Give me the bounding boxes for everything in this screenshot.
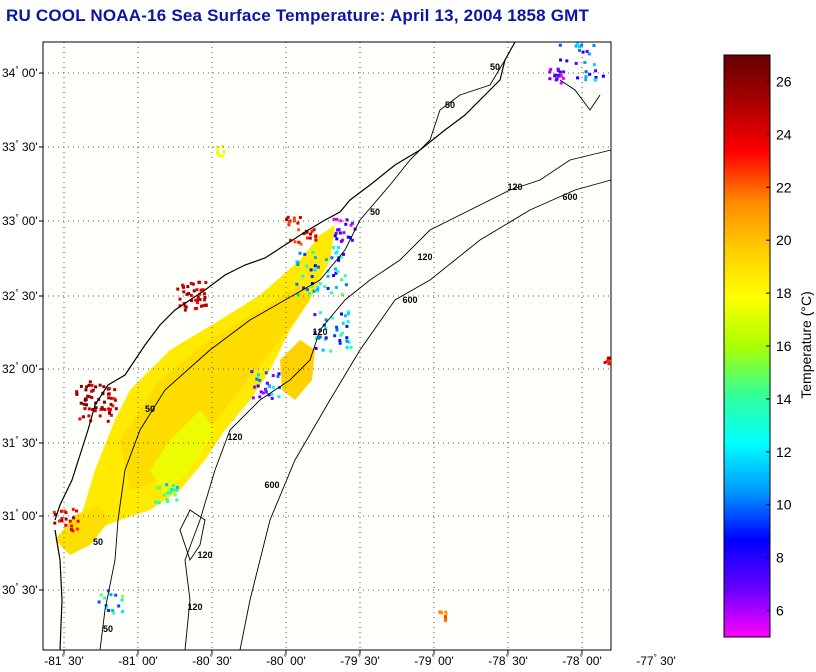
contour-label: 50 — [93, 537, 103, 547]
colorbar-tick-label: 24 — [776, 126, 792, 142]
colorbar-tick-label: 14 — [776, 391, 792, 407]
contour-50m-north — [559, 79, 601, 111]
map-frame — [42, 41, 612, 651]
contour-600m — [239, 179, 612, 651]
map-background — [43, 42, 611, 650]
colorbar-tick-label: 16 — [776, 338, 792, 354]
contour-label: 120 — [507, 182, 522, 192]
colorbar-tick-label: 20 — [776, 232, 792, 248]
coastline — [54, 41, 516, 651]
colorbar-gradient — [723, 54, 771, 638]
sst-patch-south — [55, 505, 110, 555]
colorbar-tick-label: 26 — [776, 73, 792, 89]
sst-estuary-warm — [75, 380, 118, 423]
sst-cool-pixels — [556, 42, 605, 82]
contour-label: 50 — [490, 62, 500, 72]
sst-swath-green — [150, 410, 215, 495]
sst-swath-inner — [120, 285, 310, 490]
colorbar-tick-label: 10 — [776, 497, 792, 513]
latitude-label: 31° 00' — [2, 508, 38, 523]
contour-label: 120 — [197, 550, 212, 560]
sst-patch-offshore — [280, 340, 315, 400]
sst-cool-pixels — [250, 370, 282, 400]
contour-50m — [99, 59, 506, 651]
colorbar-tick-label: 6 — [776, 603, 784, 619]
colorbar-ticks: 26 24 22 20 18 16 14 12 10 8 6 — [766, 73, 792, 619]
contour-label: 120 — [227, 432, 242, 442]
contour-label: 600 — [402, 295, 417, 305]
coastline-south — [54, 529, 63, 651]
sst-cool-pixels — [295, 245, 348, 297]
longitude-label: -79° 00' — [414, 653, 454, 668]
longitude-label: -78° 30' — [488, 653, 528, 668]
sst-warm-edge — [603, 356, 611, 366]
colorbar-tick-label: 22 — [776, 179, 792, 195]
sst-cool-pixels — [548, 67, 566, 85]
sst-estuary-warm — [52, 507, 80, 533]
sst-warm-pixels — [438, 610, 448, 623]
contour-label: 600 — [562, 192, 577, 202]
contour-label: 600 — [264, 480, 279, 490]
colorbar-tick-label: 12 — [776, 444, 792, 460]
longitude-label: -77° 30' — [636, 653, 676, 668]
longitude-label: -80° 30' — [192, 653, 232, 668]
latitude-labels: 34° 00' 33° 30' 33° 00' 32° 30' 32° 00' 31° 3… — [2, 65, 43, 597]
bathymetry-contours: 50 50 50 120 120 120 120 120 120 600 600 600 50 50 50 — [93, 59, 612, 651]
sst-green-pixels — [215, 145, 226, 158]
longitude-label: -78° 00' — [562, 653, 602, 668]
map-title: RU COOL NOAA-16 Sea Surface Temperature:… — [6, 6, 590, 25]
contour-120m-patch — [179, 509, 206, 562]
colorbar-label: Temperature (°C) — [798, 291, 814, 399]
latitude-label: 30° 30' — [2, 582, 38, 597]
longitude-labels: -81° 30' -81° 00' -80° 30' -80° 00' -79° 30'… — [44, 650, 676, 668]
contour-label: 120 — [417, 252, 432, 262]
contour-label: 50 — [145, 404, 155, 414]
contour-label: 120 — [312, 327, 327, 337]
latitude-label: 33° 30' — [2, 139, 38, 154]
latitude-label: 32° 00' — [2, 361, 38, 376]
sst-estuary-warm — [285, 215, 318, 246]
longitude-label: -81° 30' — [44, 653, 84, 668]
latitude-label: 32° 30' — [2, 288, 38, 303]
contour-120m — [184, 149, 612, 651]
longitude-label: -79° 30' — [340, 653, 380, 668]
colorbar-tick-label: 8 — [776, 550, 784, 566]
colorbar-tick-label: 18 — [776, 285, 792, 301]
contour-label: 50 — [103, 624, 113, 634]
longitude-label: -80° 00' — [266, 653, 306, 668]
sst-data-layer — [52, 42, 611, 623]
coastline-path — [54, 41, 516, 521]
contour-label: 50 — [445, 100, 455, 110]
sst-cool-pixels — [154, 483, 179, 505]
longitude-label: -81° 00' — [118, 653, 158, 668]
contour-label: 50 — [370, 207, 380, 217]
latitude-label: 31° 30' — [2, 435, 38, 450]
latitude-label: 34° 00' — [2, 65, 38, 80]
contour-label: 120 — [187, 602, 202, 612]
latitude-label: 33° 00' — [2, 213, 38, 228]
